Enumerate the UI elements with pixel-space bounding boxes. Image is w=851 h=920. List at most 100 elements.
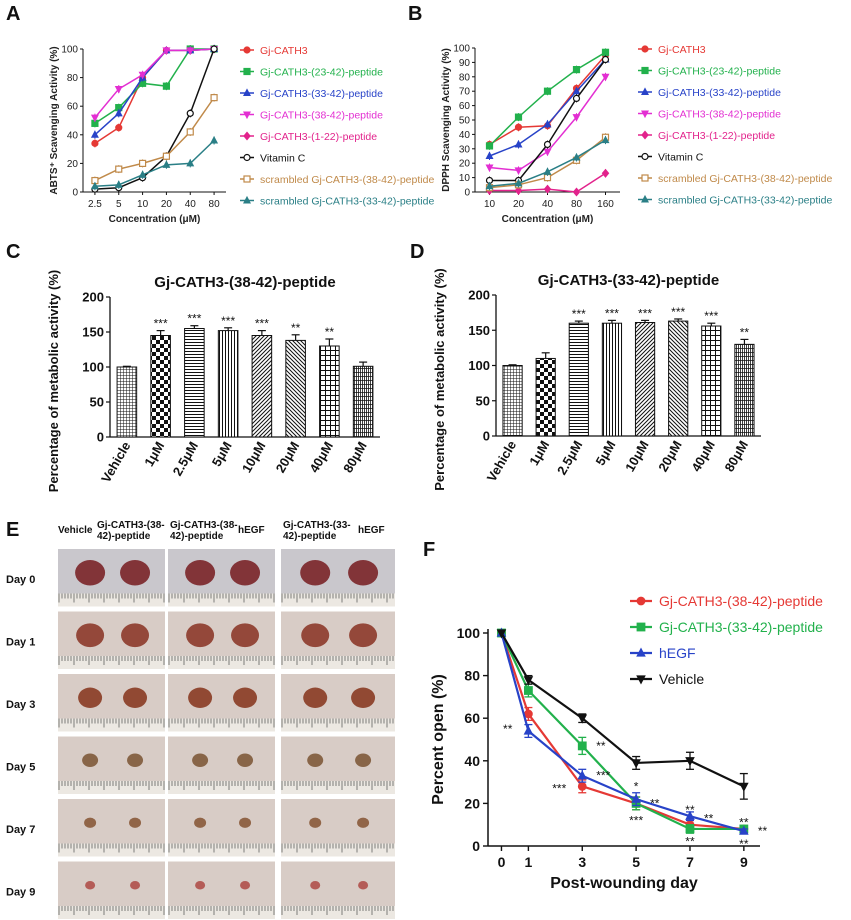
data-point bbox=[685, 810, 695, 820]
bar bbox=[535, 357, 556, 437]
x-tick-label: 1μM bbox=[141, 439, 167, 469]
x-tick-label: 3 bbox=[578, 854, 586, 870]
significance-label: * bbox=[634, 779, 639, 793]
wound-photo bbox=[281, 799, 395, 857]
wound bbox=[78, 687, 103, 708]
data-point bbox=[685, 824, 695, 834]
significance-label: *** bbox=[255, 317, 269, 331]
data-point bbox=[572, 94, 581, 103]
bar bbox=[251, 335, 273, 438]
legend-marker bbox=[641, 130, 649, 140]
data-point bbox=[601, 135, 610, 144]
legend-label: scrambled Gj-CATH3-(38-42)-peptide bbox=[658, 173, 832, 185]
data-point bbox=[577, 714, 588, 724]
x-tick-label: 40μM bbox=[688, 438, 718, 474]
y-tick-label: 0 bbox=[464, 188, 470, 199]
legend-marker bbox=[641, 174, 649, 182]
x-tick-label: 20μM bbox=[273, 439, 303, 475]
data-point bbox=[90, 181, 99, 190]
y-tick-label: 0 bbox=[483, 429, 490, 444]
data-point bbox=[543, 87, 552, 95]
significance-label: *** bbox=[629, 813, 643, 827]
data-point bbox=[485, 181, 494, 190]
data-point bbox=[572, 65, 581, 74]
ruler bbox=[281, 781, 395, 794]
series-2 bbox=[496, 627, 749, 835]
x-tick-label: 10 bbox=[137, 199, 149, 210]
data-point bbox=[115, 165, 123, 173]
x-tick-label: 1 bbox=[524, 854, 532, 870]
wound bbox=[300, 560, 331, 586]
ruler bbox=[281, 906, 395, 919]
series-1 bbox=[497, 628, 749, 834]
legend-marker bbox=[641, 87, 649, 95]
wound bbox=[239, 817, 252, 828]
wound bbox=[130, 881, 141, 890]
y-tick-label: 40 bbox=[459, 130, 471, 141]
y-tick-label: 100 bbox=[82, 360, 104, 375]
data-point bbox=[631, 793, 641, 803]
y-tick-label: 40 bbox=[464, 753, 480, 769]
data-point bbox=[210, 94, 218, 102]
panel-label-c: C bbox=[6, 241, 20, 263]
y-tick-label: 150 bbox=[82, 325, 104, 340]
significance-label: *** bbox=[154, 317, 168, 331]
wound bbox=[123, 687, 148, 708]
significance-label: ** bbox=[758, 824, 768, 838]
series-line bbox=[500, 632, 744, 831]
data-point bbox=[572, 86, 581, 95]
wound-photo bbox=[168, 674, 275, 732]
bar bbox=[502, 365, 523, 437]
y-tick-label: 80 bbox=[464, 668, 480, 684]
wound bbox=[230, 560, 261, 586]
bar bbox=[634, 321, 656, 437]
x-tick-label: 80μM bbox=[721, 438, 751, 474]
data-point bbox=[523, 709, 533, 719]
data-point bbox=[514, 123, 523, 131]
y-axis-label: Percentage of metabolic activity (%) bbox=[46, 270, 61, 493]
data-point bbox=[523, 676, 534, 686]
y-tick-label: 20 bbox=[67, 159, 79, 170]
data-point bbox=[496, 629, 507, 639]
wound bbox=[303, 687, 328, 708]
legend-label: Gj-CATH3-(33-42)-peptide bbox=[260, 88, 383, 100]
data-point bbox=[138, 170, 147, 178]
bar bbox=[150, 335, 171, 438]
ruler bbox=[281, 843, 395, 857]
wound bbox=[120, 560, 151, 586]
wound bbox=[231, 623, 260, 648]
wound-photo bbox=[58, 674, 165, 732]
wound-photo bbox=[281, 736, 395, 794]
chart-b-dpph: 0 10 20 30 40 50 60 70 80 90 100 10 20 40 80 160 DPPH Sc… bbox=[441, 44, 832, 226]
legend-label: Vitamin C bbox=[260, 153, 306, 165]
day-label: Day 0 bbox=[6, 574, 35, 586]
wound bbox=[127, 753, 144, 768]
data-point bbox=[631, 759, 641, 769]
x-tick-label: 2.5 bbox=[88, 199, 102, 210]
wound bbox=[358, 881, 369, 890]
wound-photo bbox=[58, 549, 165, 607]
x-axis-label: Post-wounding day bbox=[550, 875, 698, 892]
legend-label: Gj-CATH3-(33-42)-peptide bbox=[659, 619, 823, 635]
wound-photo bbox=[168, 736, 275, 794]
legend-marker bbox=[641, 194, 649, 203]
series-7 bbox=[90, 135, 219, 191]
data-point bbox=[114, 108, 123, 117]
x-tick-label: 160 bbox=[597, 199, 614, 210]
data-point bbox=[543, 119, 552, 128]
day-label: Day 5 bbox=[6, 761, 35, 773]
wound bbox=[301, 623, 330, 648]
legend-label: Gj-CATH3-(38-42)-peptide bbox=[659, 593, 823, 609]
bar bbox=[285, 339, 306, 438]
significance-label: *** bbox=[605, 306, 619, 320]
legend-label: Gj-CATH3 bbox=[658, 44, 706, 56]
data-point bbox=[138, 159, 147, 167]
significance-label: ** bbox=[685, 803, 695, 817]
legend-label: Gj-CATH3-(33-42)-peptide bbox=[658, 87, 781, 99]
significance-label: *** bbox=[638, 306, 652, 320]
wound bbox=[309, 817, 322, 828]
data-point bbox=[514, 167, 523, 175]
bar bbox=[668, 320, 689, 437]
wound bbox=[349, 623, 378, 648]
x-tick-label: 40 bbox=[185, 199, 197, 210]
